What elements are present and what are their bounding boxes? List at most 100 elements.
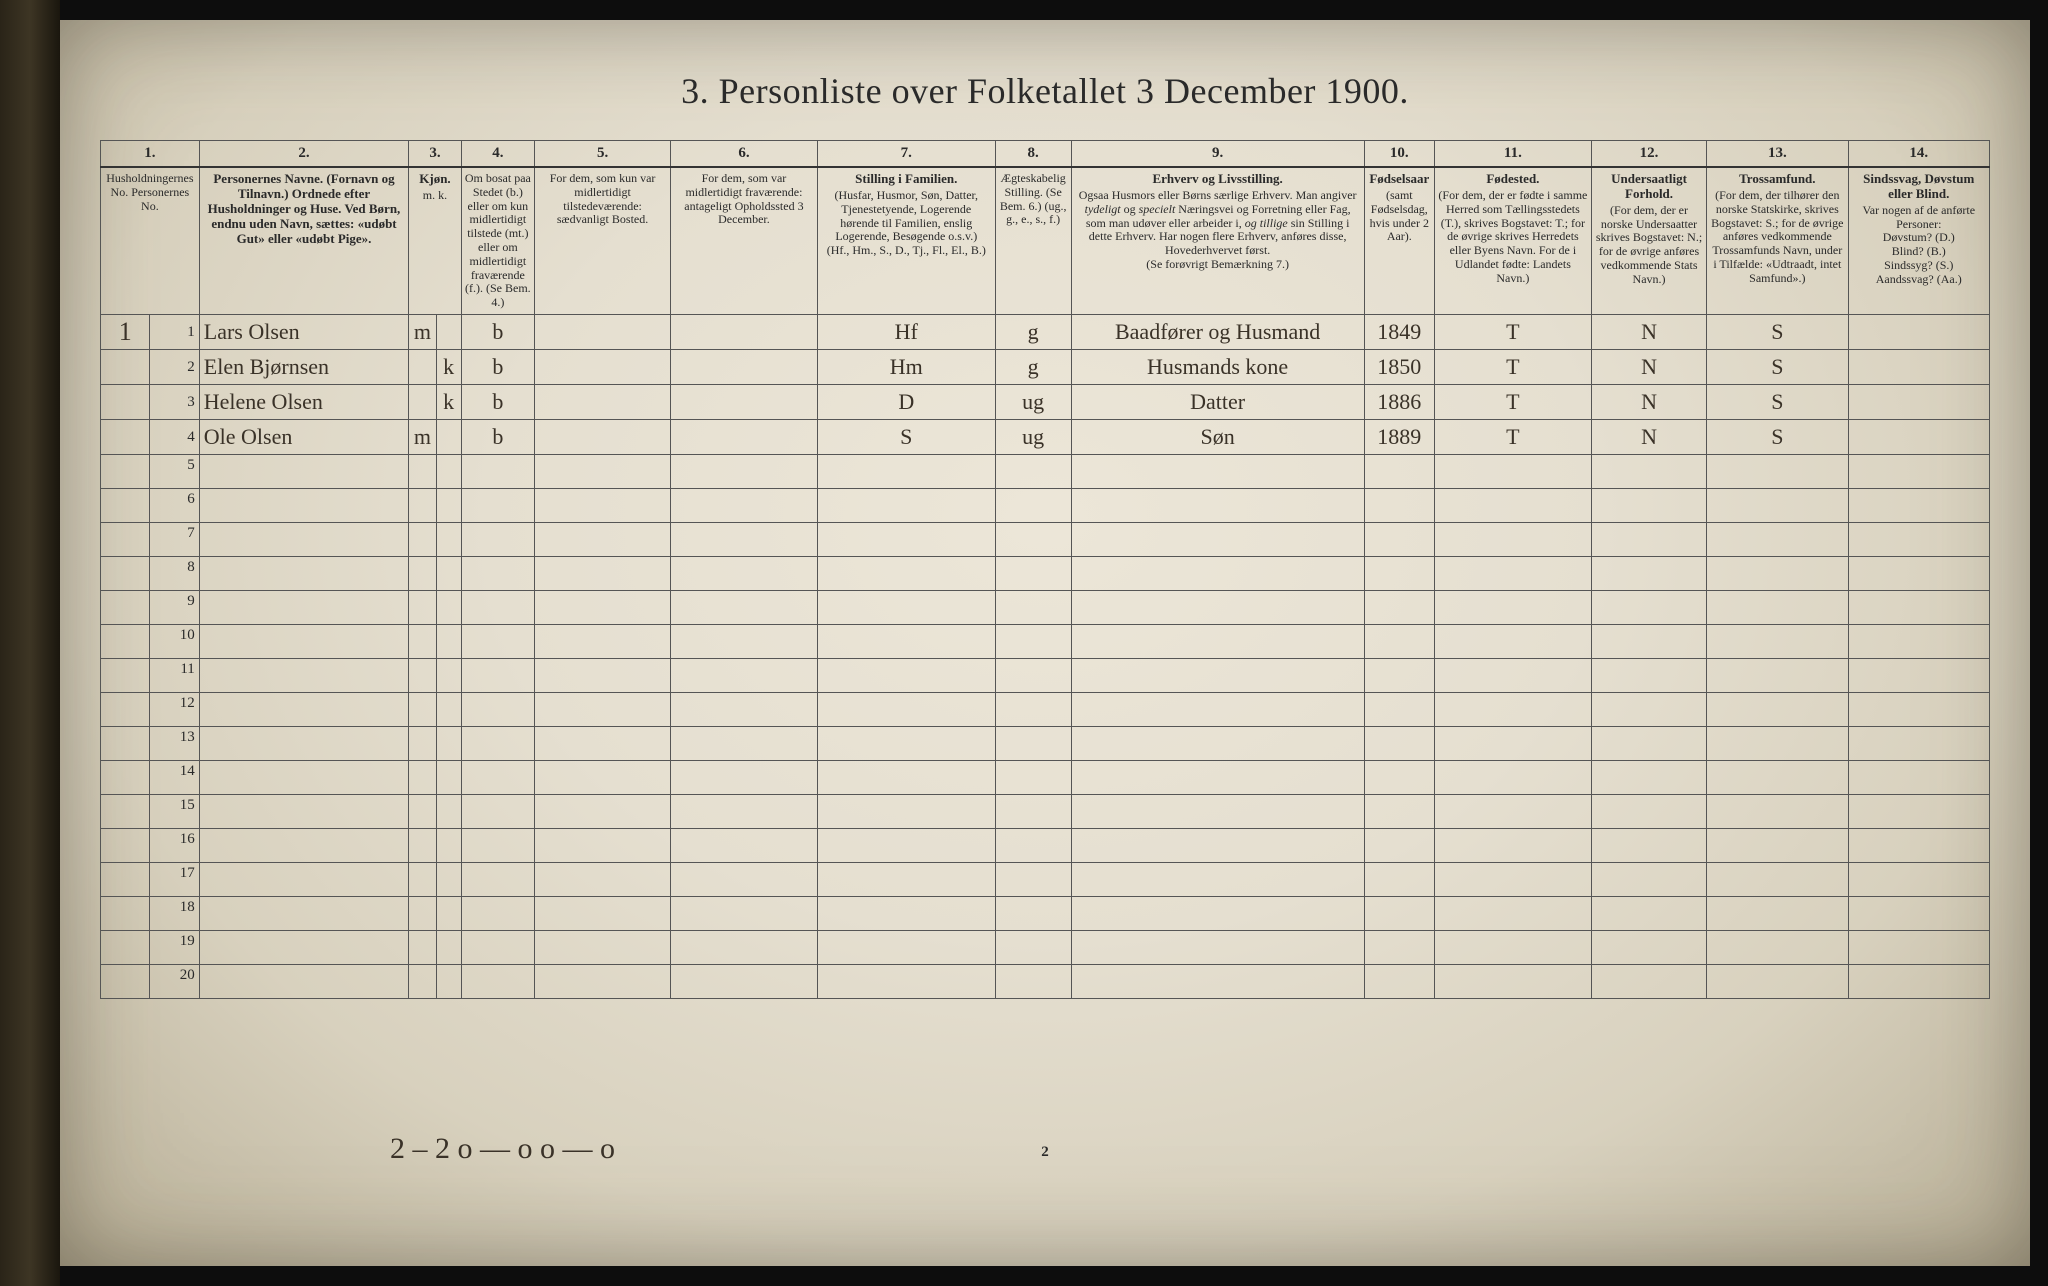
cell-occupation: Husmands kone: [1071, 349, 1364, 384]
table-row: 18: [101, 896, 1990, 930]
header-7: Stilling i Familien.Stilling i Familien.…: [817, 167, 995, 314]
cell-subject: N: [1591, 314, 1706, 349]
table-body: 11Lars OlsenmbHfgBaadfører og Husmand184…: [101, 314, 1990, 998]
cell-role: S: [817, 419, 995, 454]
cell-household: [101, 658, 150, 692]
colnum-3: 3.: [409, 141, 461, 168]
cell-occupation: Søn: [1071, 419, 1364, 454]
cell-faith: S: [1707, 384, 1848, 419]
cell-disab: [1848, 349, 1990, 384]
cell-marital: ug: [995, 384, 1071, 419]
header-14: Sindssvag, Døvstum eller Blind.Var nogen…: [1848, 167, 1990, 314]
column-number-row: 1. 2. 3. 4. 5. 6. 7. 8. 9. 10. 11. 12. 1…: [101, 141, 1990, 168]
cell-name: Lars Olsen: [199, 314, 408, 349]
cell-household: [101, 760, 150, 794]
table-row: 8: [101, 556, 1990, 590]
cell-rownum: 2: [150, 349, 199, 384]
table-row: 13: [101, 726, 1990, 760]
cell-household: [101, 454, 150, 488]
cell-faith: S: [1707, 314, 1848, 349]
cell-rownum: 10: [150, 624, 199, 658]
cell-role: D: [817, 384, 995, 419]
colnum-1: 1.: [101, 141, 200, 168]
table-row: 16: [101, 828, 1990, 862]
table-row: 11: [101, 658, 1990, 692]
cell-subject: N: [1591, 384, 1706, 419]
table-row: 5: [101, 454, 1990, 488]
cell-rownum: 4: [150, 419, 199, 454]
table-row: 9: [101, 590, 1990, 624]
colnum-8: 8.: [995, 141, 1071, 168]
cell-subject: N: [1591, 349, 1706, 384]
cell-birth: 1849: [1364, 314, 1434, 349]
cell-status: b: [461, 314, 534, 349]
footer-tally: 2 – 2 o — o o — o: [390, 1132, 615, 1166]
cell-5: [535, 349, 671, 384]
cell-5: [535, 384, 671, 419]
cell-rownum: 15: [150, 794, 199, 828]
cell-name: Helene Olsen: [199, 384, 408, 419]
cell-household: [101, 862, 150, 896]
header-3: Kjøn. m. k.: [409, 167, 461, 314]
cell-household: [101, 556, 150, 590]
cell-sex-k: k: [436, 384, 461, 419]
table-row: 17: [101, 862, 1990, 896]
colnum-14: 14.: [1848, 141, 1990, 168]
table-row: 19: [101, 930, 1990, 964]
cell-household: [101, 349, 150, 384]
cell-rownum: 18: [150, 896, 199, 930]
header-1: Husholdningernes No. Personernes No.: [101, 167, 200, 314]
cell-rownum: 16: [150, 828, 199, 862]
cell-sex-k: [436, 314, 461, 349]
header-9: Erhverv og Livsstilling.Erhverv og Livss…: [1071, 167, 1364, 314]
cell-faith: S: [1707, 349, 1848, 384]
colnum-4: 4.: [461, 141, 534, 168]
table-row: 2Elen BjørnsenkbHmgHusmands kone1850TNS: [101, 349, 1990, 384]
census-page: 3. Personliste over Folketallet 3 Decemb…: [60, 20, 2030, 1266]
cell-rownum: 1: [150, 314, 199, 349]
cell-marital: g: [995, 349, 1071, 384]
cell-6: [671, 314, 818, 349]
cell-disab: [1848, 419, 1990, 454]
cell-household: [101, 964, 150, 998]
cell-birthplace: T: [1434, 384, 1591, 419]
cell-birth: 1850: [1364, 349, 1434, 384]
colnum-11: 11.: [1434, 141, 1591, 168]
cell-6: [671, 349, 818, 384]
cell-rownum: 12: [150, 692, 199, 726]
cell-rownum: 19: [150, 930, 199, 964]
cell-rownum: 6: [150, 488, 199, 522]
cell-occupation: Datter: [1071, 384, 1364, 419]
colnum-5: 5.: [535, 141, 671, 168]
colnum-12: 12.: [1591, 141, 1706, 168]
book-spine: [0, 0, 60, 1286]
cell-household: [101, 419, 150, 454]
cell-faith: S: [1707, 419, 1848, 454]
cell-household: [101, 726, 150, 760]
header-4: Om bosat paa Stedet (b.) eller om kun mi…: [461, 167, 534, 314]
cell-name: Elen Bjørnsen: [199, 349, 408, 384]
cell-marital: ug: [995, 419, 1071, 454]
cell-sex-k: [436, 419, 461, 454]
cell-birthplace: T: [1434, 349, 1591, 384]
colnum-10: 10.: [1364, 141, 1434, 168]
cell-sex-m: [409, 384, 436, 419]
cell-rownum: 7: [150, 522, 199, 556]
cell-household: 1: [101, 314, 150, 349]
cell-occupation: Baadfører og Husmand: [1071, 314, 1364, 349]
cell-birthplace: T: [1434, 419, 1591, 454]
cell-name: Ole Olsen: [199, 419, 408, 454]
cell-rownum: 17: [150, 862, 199, 896]
cell-sex-k: k: [436, 349, 461, 384]
colnum-9: 9.: [1071, 141, 1364, 168]
cell-rownum: 5: [150, 454, 199, 488]
header-12: Undersaatligt Forhold.(For dem, der er n…: [1591, 167, 1706, 314]
cell-rownum: 14: [150, 760, 199, 794]
cell-household: [101, 692, 150, 726]
table-row: 11Lars OlsenmbHfgBaadfører og Husmand184…: [101, 314, 1990, 349]
cell-disab: [1848, 384, 1990, 419]
cell-household: [101, 930, 150, 964]
table-row: 15: [101, 794, 1990, 828]
cell-household: [101, 522, 150, 556]
table-row: 20: [101, 964, 1990, 998]
